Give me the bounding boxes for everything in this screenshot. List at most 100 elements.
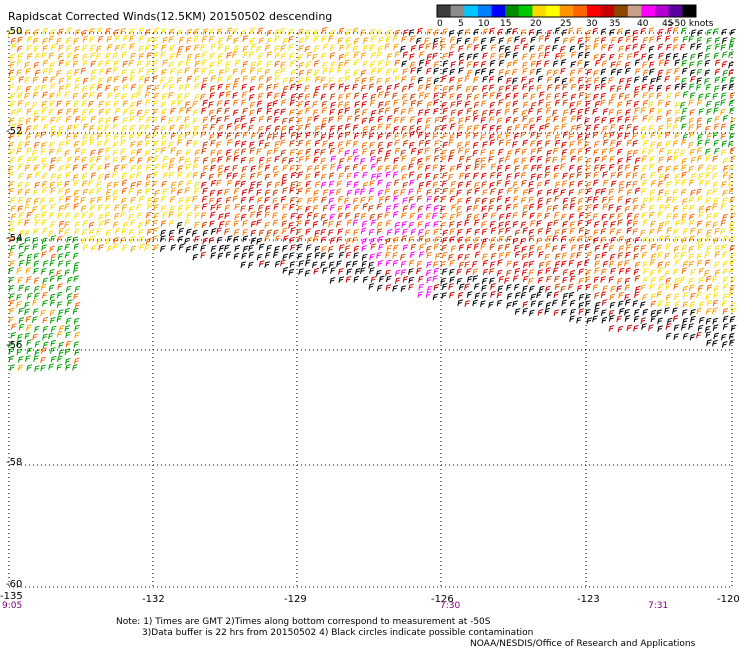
wind-barb: [400, 149, 406, 157]
wind-barb: [497, 244, 504, 252]
wind-barb: [41, 204, 47, 212]
wind-barb: [298, 156, 305, 163]
wind-barb: [672, 188, 679, 196]
wind-barb: [424, 124, 431, 131]
wind-barb: [376, 51, 383, 59]
wind-barb: [401, 125, 407, 133]
wind-barb: [210, 123, 216, 131]
wind-barb: [560, 163, 566, 170]
wind-barb: [408, 236, 415, 243]
wind-barb: [648, 92, 655, 100]
wind-barb: [281, 173, 288, 181]
wind-barb: [168, 235, 175, 243]
wind-barb: [344, 131, 351, 138]
wind-barb: [657, 317, 663, 325]
wind-barb: [273, 83, 279, 90]
wind-barb: [626, 77, 633, 84]
wind-barb: [210, 75, 217, 82]
wind-barb: [256, 107, 263, 115]
wind-barb: [56, 37, 62, 45]
wind-barb: [489, 68, 495, 76]
wind-barb: [482, 238, 488, 245]
wind-barb: [402, 68, 409, 75]
wind-barb: [8, 227, 15, 234]
wind-barb: [658, 235, 665, 242]
wind-barb: [426, 53, 433, 61]
wind-barb: [722, 260, 729, 268]
lon-label-120: -120: [717, 594, 740, 605]
wind-barb: [650, 300, 657, 308]
wind-barb: [338, 172, 344, 180]
wind-barb: [649, 107, 655, 115]
legend-swatch: [614, 5, 629, 17]
wind-barb: [658, 156, 664, 163]
wind-barb: [368, 261, 374, 269]
wind-barb: [570, 252, 576, 260]
wind-barb: [328, 229, 334, 236]
wind-barb: [322, 140, 328, 147]
wind-barb: [689, 333, 696, 341]
wind-barb: [162, 172, 169, 179]
wind-barb: [385, 77, 391, 85]
wind-barb: [266, 157, 272, 164]
wind-barb: [640, 203, 647, 211]
wind-barb: [185, 246, 192, 253]
wind-barb: [216, 149, 223, 157]
wind-barb: [664, 301, 671, 308]
wind-barb: [82, 220, 89, 227]
wind-barb: [585, 269, 592, 277]
wind-barb: [48, 230, 54, 237]
wind-barb: [449, 276, 456, 283]
wind-barb: [433, 107, 439, 115]
wind-barb: [617, 252, 624, 259]
wind-barb: [714, 147, 720, 155]
wind-barb: [122, 83, 129, 91]
wind-barb: [586, 157, 592, 165]
wind-barb: [274, 116, 280, 123]
wind-barb: [442, 67, 449, 75]
wind-barb: [41, 251, 47, 258]
wind-barb: [266, 107, 273, 115]
wind-barb: [705, 83, 712, 91]
wind-barb: [33, 124, 39, 132]
wind-barb: [649, 163, 655, 170]
wind-barb: [640, 244, 647, 252]
wind-barb: [474, 181, 480, 189]
wind-barb: [674, 301, 681, 308]
wind-barb: [258, 139, 265, 147]
wind-barb: [328, 245, 334, 253]
wind-barb: [90, 75, 97, 82]
wind-barb: [226, 123, 233, 130]
wind-barb: [442, 172, 448, 179]
wind-barb: [384, 107, 391, 114]
wind-barb: [385, 251, 391, 259]
wind-barb: [632, 228, 639, 235]
wind-barb: [272, 133, 278, 140]
wind-barb: [18, 172, 24, 180]
wind-barb: [313, 60, 320, 67]
wind-barb: [362, 203, 369, 210]
wind-barb: [337, 37, 344, 44]
wind-barb: [554, 84, 561, 91]
wind-barb: [66, 156, 73, 164]
wind-barb: [425, 291, 432, 298]
wind-barb: [161, 44, 167, 51]
wind-barb: [224, 204, 231, 212]
wind-barb: [546, 131, 552, 139]
wind-barb: [634, 68, 641, 75]
lat-label-56: -56: [6, 340, 23, 351]
wind-barb: [224, 188, 230, 196]
wind-barb: [544, 307, 551, 315]
wind-barb: [339, 44, 345, 51]
wind-barb: [552, 245, 558, 252]
wind-barb: [704, 259, 711, 266]
wind-barb: [601, 116, 607, 124]
wind-barb: [496, 171, 503, 179]
wind-barb: [393, 179, 400, 186]
wind-barb: [616, 85, 623, 92]
wind-barb: [33, 115, 40, 123]
wind-barb: [377, 45, 384, 53]
wind-barb: [624, 259, 630, 267]
wind-barb: [449, 149, 456, 156]
wind-barb: [482, 52, 488, 60]
